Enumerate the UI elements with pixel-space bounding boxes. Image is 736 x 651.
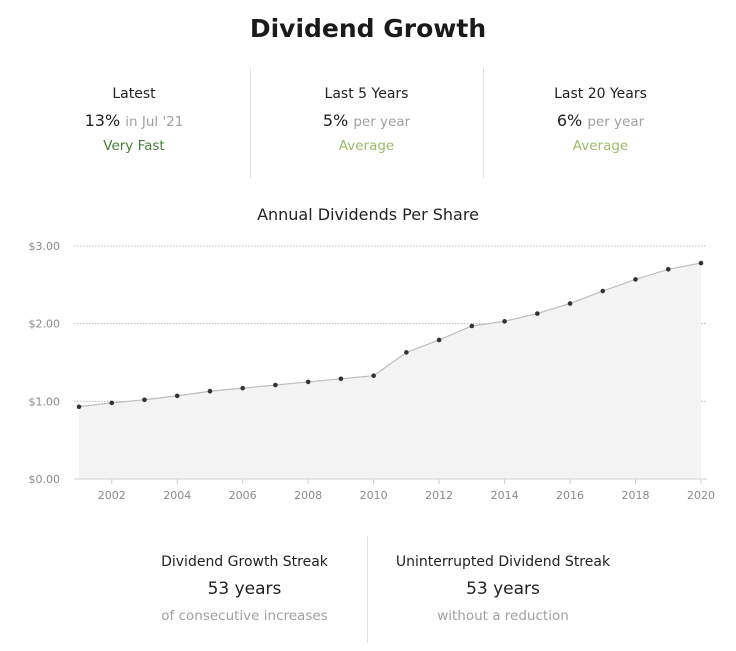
data-point [633,277,638,282]
data-point [273,382,278,388]
chart-title: Annual Dividends Per Share [257,205,479,224]
x-tick-label: 2002 [98,489,126,502]
streak-sub: of consecutive increases [161,608,328,624]
stat-value: 6% per year [483,111,718,130]
growth-stats: Latest 13% in Jul '21 Very Fast Last 5 Y… [18,68,718,178]
stat-value-sub: per year [587,114,645,130]
streak-sub: without a reduction [437,608,569,624]
stat-value-sub: in Jul '21 [125,114,184,130]
streak-value: 53 years [466,579,540,599]
data-point [436,337,442,343]
x-tick-label: 2018 [622,489,650,502]
data-point [109,400,115,406]
data-point [698,260,704,266]
stat-rating: Average [338,138,395,154]
data-point [338,376,344,382]
stat-last-5-years: Last 5 Years 5% per year Average [250,68,483,178]
stat-value: 13% in Jul '21 [18,111,250,130]
stat-value-sub: per year [353,114,411,130]
streak-label: Uninterrupted Dividend Streak [395,554,611,570]
data-point [469,323,475,329]
x-tick-label: 2010 [360,489,388,502]
data-point [600,288,606,294]
dividends-chart: $0.00 $1.00 $2.00 $3.00 2002 2004 2006 2008 2010… [29,240,716,502]
data-point [535,311,540,316]
data-point [142,397,147,403]
stat-latest: Latest 13% in Jul '21 Very Fast [18,68,250,178]
series-line [78,262,702,408]
data-point [567,301,573,306]
uninterrupted-dividend-streak: Uninterrupted Dividend Streak 53 years w… [368,540,638,624]
stat-value: 5% per year [250,111,483,130]
x-tick-label: 2020 [687,489,715,502]
data-point [502,319,507,324]
data-point [305,379,311,385]
streak-label: Dividend Growth Streak [161,554,328,570]
data-point [371,373,376,379]
data-point [76,404,82,410]
stat-rating: Very Fast [103,138,165,154]
data-point [174,393,180,399]
stat-label: Last 20 Years [554,86,647,102]
divider [250,68,251,178]
page-title: Dividend Growth [249,14,487,43]
data-point [207,388,213,394]
x-tick-label: 2016 [556,489,584,502]
stat-last-20-years: Last 20 Years 6% per year Average [483,68,718,178]
y-tick-label: $3.00 [29,240,61,253]
data-point [665,267,671,272]
y-tick-label: $0.00 [29,473,61,486]
dividend-growth-streak: Dividend Growth Streak 53 years of conse… [122,540,367,624]
stat-label: Last 5 Years [324,86,409,102]
x-tick-label: 2012 [425,489,453,502]
stat-value-number: 13% [84,111,121,130]
stat-label: Latest [112,86,156,102]
stat-value-number: 6% [556,111,583,130]
data-point [240,385,245,391]
streak-value: 53 years [207,579,282,599]
x-tick-label: 2006 [229,489,257,502]
stat-rating: Average [572,138,629,154]
x-tick-label: 2008 [294,489,322,502]
y-tick-label: $1.00 [29,395,61,408]
divider [367,536,368,643]
y-tick-label: $2.00 [29,318,61,331]
x-tick-label: 2014 [491,489,519,502]
data-point [404,350,409,355]
area-fill [79,263,701,479]
x-tick-label: 2004 [163,489,191,502]
divider [483,68,484,178]
stat-value-number: 5% [322,111,349,130]
